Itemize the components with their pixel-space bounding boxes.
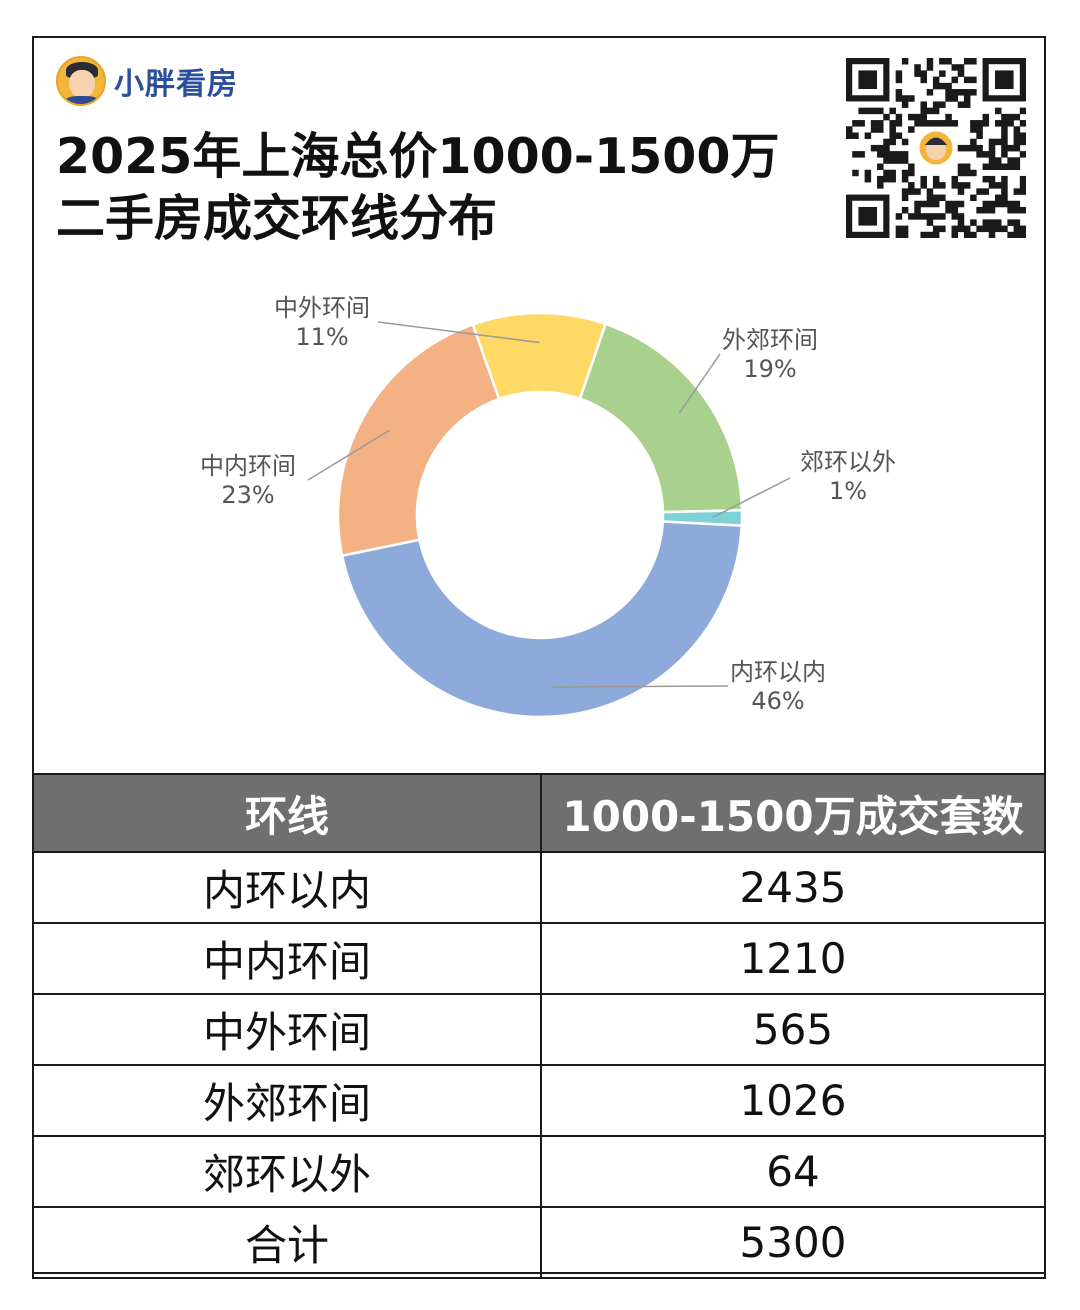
donut-slice-4 — [661, 508, 744, 527]
table-row: 内环以内 2435 — [32, 851, 1046, 924]
donut-slice-0 — [340, 520, 744, 719]
donut-slice-3 — [578, 322, 744, 514]
table-cell-ring: 外郊环间 — [32, 1064, 542, 1137]
table-cell-count: 1026 — [540, 1064, 1046, 1137]
page-title: 2025年上海总价1000-1500万 二手房成交环线分布 — [56, 126, 779, 250]
slice-label-2: 中外环间 — [274, 294, 370, 322]
table-header-ring: 环线 — [32, 773, 542, 853]
slice-label-1: 中内环间 — [200, 452, 296, 480]
slice-percent-4: 1% — [829, 477, 867, 505]
leader-line-3 — [678, 353, 721, 414]
donut-slice-1 — [336, 322, 501, 558]
table-cell-ring: 中内环间 — [32, 922, 542, 995]
slice-percent-2: 11% — [295, 323, 348, 351]
slice-label-3: 外郊环间 — [722, 326, 818, 354]
table-row: 中外环间 565 — [32, 993, 1046, 1066]
slice-percent-3: 19% — [743, 355, 796, 383]
table-cell-total-label: 合计 — [32, 1206, 542, 1279]
table-cell-ring: 中外环间 — [32, 993, 542, 1066]
qr-code-icon — [846, 58, 1026, 238]
slice-percent-0: 46% — [751, 687, 804, 715]
table-cell-total-value: 5300 — [540, 1206, 1046, 1279]
leader-line-0 — [552, 685, 729, 688]
table-row: 外郊环间 1026 — [32, 1064, 1046, 1137]
data-table: 环线 1000-1500万成交套数 内环以内 2435 中内环间 1210 中外… — [32, 773, 1046, 1279]
table-cell-count: 64 — [540, 1135, 1046, 1208]
leader-line-1 — [307, 429, 391, 481]
table-row-total: 合计 5300 — [32, 1206, 1046, 1279]
table-header-row: 环线 1000-1500万成交套数 — [32, 773, 1046, 853]
brand-logo: 小胖看房 — [56, 56, 238, 106]
brand-name: 小胖看房 — [114, 67, 238, 102]
leader-line-2 — [377, 321, 540, 344]
table-cell-ring: 内环以内 — [32, 851, 542, 924]
cartoon-avatar-icon — [56, 56, 106, 106]
title-line-1: 2025年上海总价1000-1500万 — [56, 128, 780, 185]
table-cell-count: 2435 — [540, 851, 1046, 924]
table-cell-count: 565 — [540, 993, 1046, 1066]
slice-label-4: 郊环以外 — [800, 448, 896, 476]
leader-line-4 — [712, 477, 791, 519]
title-line-2: 二手房成交环线分布 — [56, 190, 498, 247]
slice-percent-1: 23% — [221, 481, 274, 509]
slice-label-0: 内环以内 — [730, 658, 826, 686]
table-cell-count: 1210 — [540, 922, 1046, 995]
table-row: 郊环以外 64 — [32, 1135, 1046, 1208]
table-cell-ring: 郊环以外 — [32, 1135, 542, 1208]
table-header-count: 1000-1500万成交套数 — [540, 773, 1046, 853]
table-row: 中内环间 1210 — [32, 922, 1046, 995]
